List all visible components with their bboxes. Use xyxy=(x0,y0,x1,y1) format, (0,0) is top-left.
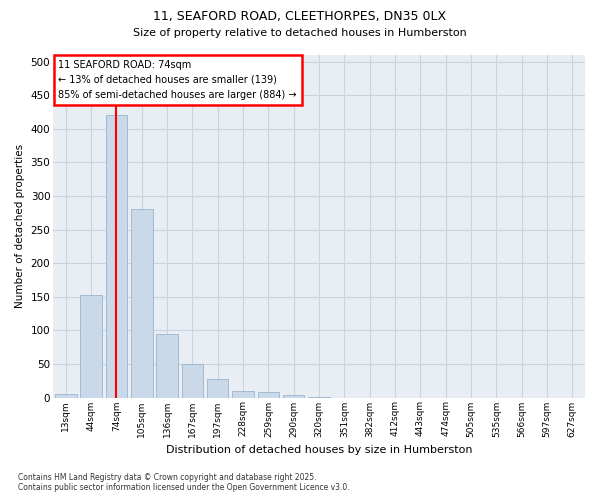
Bar xyxy=(157,334,178,398)
Bar xyxy=(55,394,77,398)
Bar xyxy=(80,296,102,398)
Bar xyxy=(131,210,152,398)
Text: 11, SEAFORD ROAD, CLEETHORPES, DN35 0LX: 11, SEAFORD ROAD, CLEETHORPES, DN35 0LX xyxy=(154,10,446,23)
Bar xyxy=(106,116,127,398)
Y-axis label: Number of detached properties: Number of detached properties xyxy=(15,144,25,308)
Text: 11 SEAFORD ROAD: 74sqm
← 13% of detached houses are smaller (139)
85% of semi-de: 11 SEAFORD ROAD: 74sqm ← 13% of detached… xyxy=(58,60,297,100)
Bar xyxy=(257,392,279,398)
Text: Size of property relative to detached houses in Humberston: Size of property relative to detached ho… xyxy=(133,28,467,38)
Text: Contains HM Land Registry data © Crown copyright and database right 2025.
Contai: Contains HM Land Registry data © Crown c… xyxy=(18,473,350,492)
Bar xyxy=(207,380,229,398)
Bar xyxy=(308,397,330,398)
X-axis label: Distribution of detached houses by size in Humberston: Distribution of detached houses by size … xyxy=(166,445,472,455)
Bar xyxy=(283,396,304,398)
Bar xyxy=(232,391,254,398)
Bar xyxy=(182,364,203,398)
